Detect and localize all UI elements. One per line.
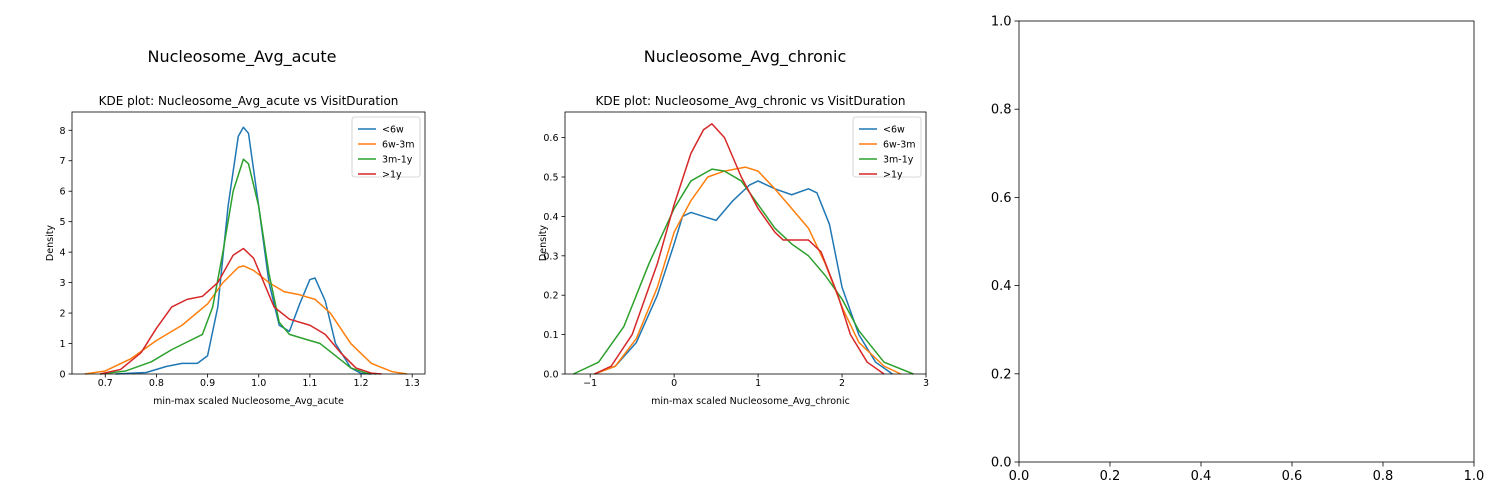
- legend-label-chronic-0: <6w: [883, 125, 905, 136]
- y-tick-label-chronic-4: 0.4: [543, 212, 558, 223]
- legend-acute: [351, 116, 421, 178]
- x-tick-label-empty-4: 0.8: [1373, 469, 1394, 484]
- y-tick-label-chronic-6: 0.6: [543, 133, 558, 144]
- y-axis-label-acute: Density: [45, 225, 56, 261]
- y-tick-label-empty-1: 0.2: [991, 367, 1012, 382]
- legend-label-acute-3: >1y: [382, 170, 402, 181]
- y-tick-label-chronic-5: 0.5: [543, 173, 558, 184]
- legend-label-chronic-2: 3m-1y: [883, 155, 914, 166]
- series-line-chronic-3: [594, 123, 885, 375]
- y-tick-label-empty-0: 0.0: [991, 456, 1012, 471]
- series-line-acute-0: [115, 126, 372, 375]
- x-tick-label-empty-2: 0.4: [1191, 469, 1212, 484]
- y-tick-label-acute-5: 5: [59, 217, 65, 228]
- y-tick-label-acute-1: 1: [59, 339, 65, 350]
- y-tick-label-acute-4: 4: [59, 248, 65, 259]
- legend-label-chronic-3: >1y: [883, 170, 903, 181]
- y-tick-label-acute-0: 0: [59, 370, 65, 381]
- x-tick-label-acute-2: 0.9: [200, 378, 215, 389]
- x-axis-label-acute: min-max scaled Nucleosome_Avg_acute: [153, 396, 344, 407]
- y-tick-label-chronic-1: 0.1: [543, 330, 558, 341]
- x-tick-label-chronic-2: 1: [755, 378, 761, 389]
- x-tick-label-empty-3: 0.6: [1282, 469, 1303, 484]
- legend-chronic: [852, 116, 922, 178]
- x-tick-label-chronic-1: 0: [671, 378, 677, 389]
- series-line-acute-1: [84, 265, 408, 375]
- legend-label-acute-2: 3m-1y: [382, 155, 413, 166]
- x-tick-label-empty-1: 0.2: [1100, 469, 1121, 484]
- chart-title-chronic: KDE plot: Nucleosome_Avg_chronic vs Visi…: [596, 94, 906, 108]
- y-tick-label-empty-2: 0.4: [991, 279, 1012, 294]
- y-tick-label-empty-5: 1.0: [991, 15, 1012, 30]
- panel-acute: Nucleosome_Avg_acute KDE plot: Nucleosom…: [45, 47, 426, 407]
- y-tick-label-acute-7: 7: [59, 156, 65, 167]
- series-line-chronic-2: [573, 168, 914, 375]
- y-axis-label-chronic: Density: [538, 225, 549, 261]
- panel-chronic: Nucleosome_Avg_chronic KDE plot: Nucleos…: [538, 47, 929, 407]
- y-tick-label-empty-3: 0.6: [991, 191, 1012, 206]
- series-line-chronic-0: [594, 180, 893, 375]
- x-tick-label-chronic-3: 2: [839, 378, 845, 389]
- plot-frame-empty: [1018, 20, 1475, 463]
- x-tick-label-empty-0: 0.0: [1009, 469, 1030, 484]
- x-tick-label-acute-3: 1.0: [251, 378, 266, 389]
- series-line-acute-3: [99, 247, 382, 375]
- series-line-chronic-1: [594, 166, 902, 375]
- y-tick-label-chronic-2: 0.2: [543, 291, 558, 302]
- legend-label-acute-0: <6w: [382, 125, 404, 136]
- legend-label-chronic-1: 6w-3m: [883, 140, 916, 151]
- x-tick-label-acute-1: 0.8: [149, 378, 164, 389]
- x-tick-label-chronic-4: 3: [923, 378, 929, 389]
- y-tick-label-empty-4: 0.8: [991, 103, 1012, 118]
- chart-title-acute: KDE plot: Nucleosome_Avg_acute vs VisitD…: [99, 94, 399, 108]
- x-tick-label-acute-0: 0.7: [98, 378, 113, 389]
- x-tick-label-chronic-0: −1: [583, 378, 597, 389]
- x-tick-label-acute-5: 1.2: [353, 378, 368, 389]
- x-tick-label-acute-4: 1.1: [302, 378, 317, 389]
- suptitle-chronic: Nucleosome_Avg_chronic: [644, 47, 847, 67]
- y-tick-label-chronic-3: 0.3: [543, 251, 558, 262]
- y-tick-label-chronic-0: 0.0: [543, 370, 558, 381]
- series-line-acute-2: [100, 158, 377, 375]
- suptitle-acute: Nucleosome_Avg_acute: [147, 47, 336, 67]
- y-tick-label-acute-3: 3: [59, 278, 65, 289]
- x-tick-label-acute-6: 1.3: [405, 378, 420, 389]
- plot-frame-acute: [71, 111, 426, 375]
- y-tick-label-acute-2: 2: [59, 309, 65, 320]
- panel-empty: 0.0 0.2 0.4 0.6 0.8 1.0 0.0 0.2 0.4 0.6 0.8 1.0: [991, 15, 1485, 485]
- plot-frame-chronic: [564, 111, 927, 375]
- x-axis-label-chronic: min-max scaled Nucleosome_Avg_chronic: [651, 396, 850, 407]
- x-tick-label-empty-5: 1.0: [1464, 469, 1485, 484]
- y-tick-label-acute-8: 8: [59, 126, 65, 137]
- legend-label-acute-1: 6w-3m: [382, 140, 415, 151]
- y-tick-label-acute-6: 6: [59, 187, 65, 198]
